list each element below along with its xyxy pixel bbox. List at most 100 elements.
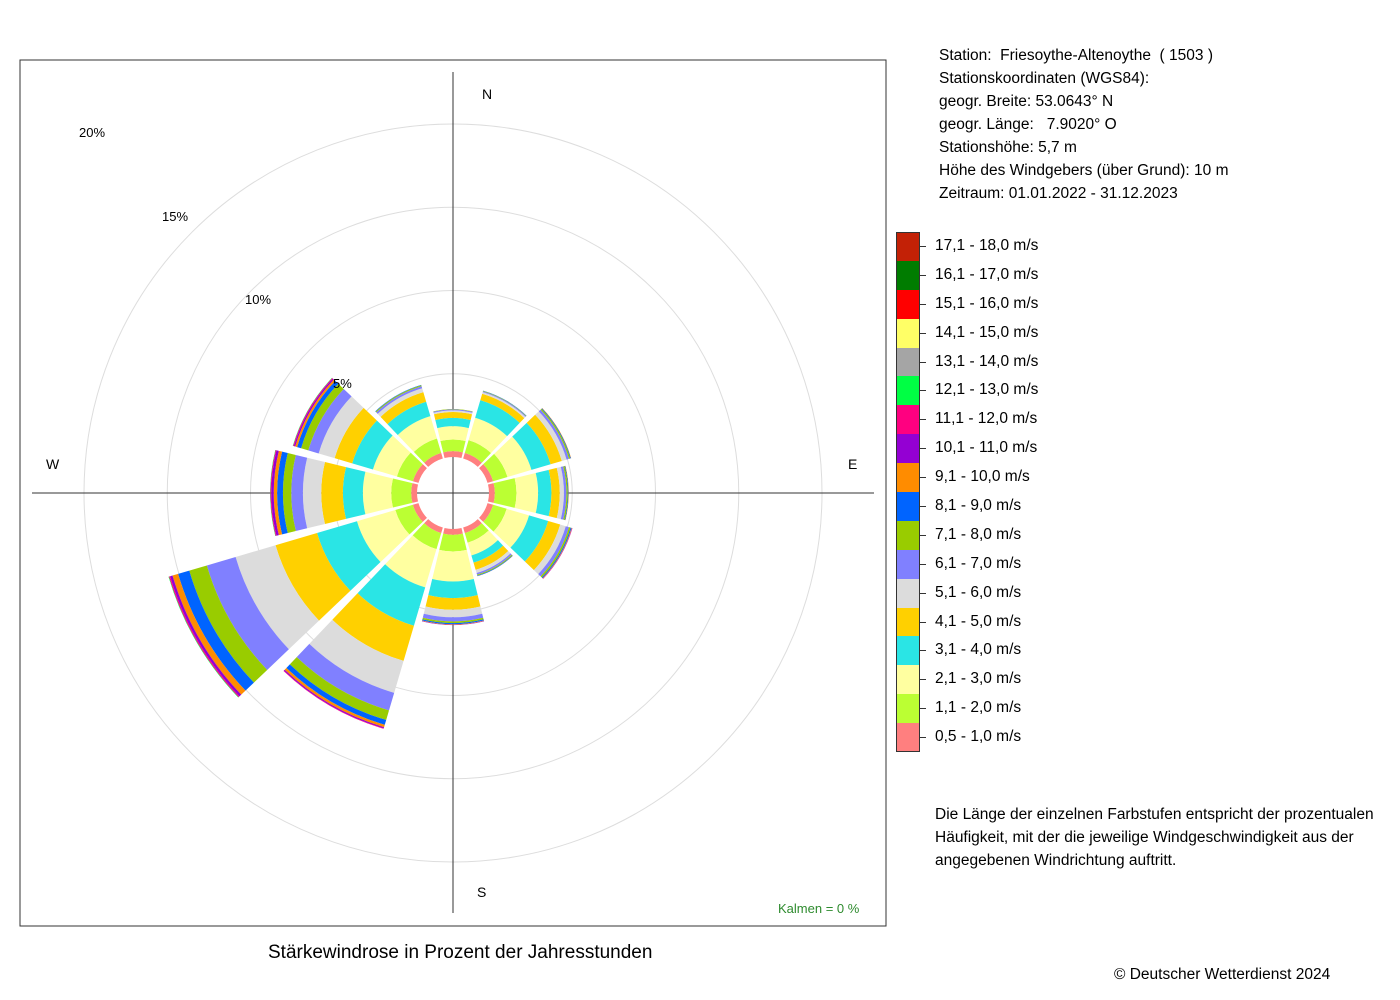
legend-item: 0,5 - 1,0 m/s xyxy=(896,723,1096,753)
legend-swatch xyxy=(896,318,920,348)
direction-label-e: E xyxy=(848,456,857,472)
legend-tick xyxy=(920,303,926,305)
sector-0-class-5 xyxy=(433,410,473,415)
legend-swatch xyxy=(896,289,920,319)
legend-label: 5,1 - 6,0 m/s xyxy=(935,583,1022,601)
sector-300-class-9 xyxy=(295,379,336,448)
legend-tick xyxy=(920,708,926,710)
sector-120-class-6 xyxy=(538,526,569,577)
sector-0-class-1 xyxy=(440,439,466,453)
legend-item: 16,1 - 17,0 m/s xyxy=(896,260,1096,290)
sector-150-class-6 xyxy=(476,553,512,575)
sector-270-class-12 xyxy=(270,450,276,536)
sector-180-class-4 xyxy=(425,595,481,610)
sector-120-class-7 xyxy=(540,527,571,578)
sector-120-class-3 xyxy=(510,515,549,562)
sector-240-class-3 xyxy=(317,521,381,591)
sector-210-class-2 xyxy=(385,535,437,588)
legend-label: 11,1 - 12,0 m/s xyxy=(935,410,1038,428)
anemometer-height: Höhe des Windgebers (über Grund): 10 m xyxy=(939,162,1229,179)
sector-330-class-0 xyxy=(424,452,443,467)
sector-240-class-2 xyxy=(356,509,410,563)
legend-swatch xyxy=(896,549,920,579)
sector-150-class-2 xyxy=(467,530,498,556)
sector-300-class-6 xyxy=(308,388,352,454)
sector-90-class-0 xyxy=(487,483,495,503)
sector-120-class-2 xyxy=(493,508,530,548)
copyright: © Deutscher Wetterdienst 2024 xyxy=(1114,966,1331,983)
sector-90-class-7 xyxy=(563,466,568,520)
sector-270-class-8 xyxy=(277,451,288,535)
sector-240-class-9 xyxy=(172,573,246,695)
legend-tick xyxy=(920,650,926,652)
legend-tick xyxy=(920,274,926,276)
sector-30-class-0 xyxy=(463,452,482,467)
legend-swatch xyxy=(896,463,920,493)
sector-300-class-5 xyxy=(318,396,364,459)
legend-item: 4,1 - 5,0 m/s xyxy=(896,607,1096,637)
sector-270-class-5 xyxy=(302,457,325,529)
legend-item: 3,1 - 4,0 m/s xyxy=(896,636,1096,666)
sector-270-class-10 xyxy=(271,450,279,536)
legend-item: 5,1 - 6,0 m/s xyxy=(896,578,1096,608)
sector-300-class-1 xyxy=(396,452,423,482)
sector-0-class-2 xyxy=(437,426,469,442)
sector-270-class-1 xyxy=(391,478,413,508)
sector-120-class-5 xyxy=(533,524,566,575)
legend-item: 17,1 - 18,0 m/s xyxy=(896,232,1096,261)
sector-180-class-6 xyxy=(422,613,484,622)
legend-item: 13,1 - 14,0 m/s xyxy=(896,347,1096,377)
sector-90-class-4 xyxy=(548,467,560,519)
sector-330-class-2 xyxy=(397,416,437,452)
sector-300-class-3 xyxy=(352,420,393,470)
sector-300-class-8 xyxy=(297,380,339,449)
sector-180-class-9 xyxy=(422,620,484,625)
sector-300-class-4 xyxy=(334,407,377,464)
legend-label: 15,1 - 16,0 m/s xyxy=(935,294,1039,312)
legend-swatch xyxy=(896,636,920,666)
sector-180-class-3 xyxy=(428,578,478,599)
legend-swatch xyxy=(896,520,920,550)
sector-180-class-2 xyxy=(432,549,474,582)
sector-30-class-2 xyxy=(468,417,508,454)
sector-0-class-7 xyxy=(433,409,473,412)
sector-90-class-1 xyxy=(493,478,517,508)
legend-item: 11,1 - 12,0 m/s xyxy=(896,405,1096,435)
sector-60-class-2 xyxy=(494,436,532,477)
sector-300-class-0 xyxy=(412,464,427,483)
sector-150-class-5 xyxy=(475,551,511,574)
sector-120-class-4 xyxy=(524,521,561,571)
sector-60-class-1 xyxy=(483,453,508,482)
legend-tick xyxy=(920,679,926,681)
station-info: Station: Friesoythe-Altenoythe ( 1503 ) … xyxy=(939,44,1228,205)
sector-330-class-4 xyxy=(380,392,427,425)
legend-item: 9,1 - 10,0 m/s xyxy=(896,463,1096,493)
sector-180-class-10 xyxy=(421,621,485,626)
sector-270-class-0 xyxy=(411,483,419,503)
legend-swatch xyxy=(896,694,920,724)
sector-90-class-6 xyxy=(560,466,567,520)
legend-tick xyxy=(920,390,926,392)
sector-240-class-6 xyxy=(206,556,289,670)
legend-label: 6,1 - 7,0 m/s xyxy=(935,554,1022,572)
sector-210-class-8 xyxy=(286,664,387,725)
sector-60-class-3 xyxy=(512,422,551,470)
legend-label: 1,1 - 2,0 m/s xyxy=(935,699,1022,717)
ring-labels: 5% 10% 15% 20% xyxy=(79,125,352,391)
sector-0-class-3 xyxy=(435,417,471,429)
legend-tick xyxy=(920,448,926,450)
sector-330-class-1 xyxy=(413,438,442,463)
speed-legend: 17,1 - 18,0 m/s 16,1 - 17,0 m/s 15,1 - 16,… xyxy=(896,232,1096,753)
legend-tick xyxy=(920,592,926,594)
sector-270-class-2 xyxy=(362,471,393,515)
plot-frame xyxy=(19,59,887,927)
legend-label: 9,1 - 10,0 m/s xyxy=(935,468,1030,486)
sector-210-class-7 xyxy=(289,657,390,720)
sector-90-class-3 xyxy=(535,469,552,517)
explanation-note: Die Länge der einzelnen Farbstufen entsp… xyxy=(935,806,1374,869)
legend-swatch xyxy=(896,232,920,261)
direction-label-s: S xyxy=(477,884,486,900)
sector-300-class-2 xyxy=(372,435,411,477)
calm-label: Kalmen = 0 % xyxy=(778,901,860,916)
sector-180-class-0 xyxy=(443,527,463,535)
